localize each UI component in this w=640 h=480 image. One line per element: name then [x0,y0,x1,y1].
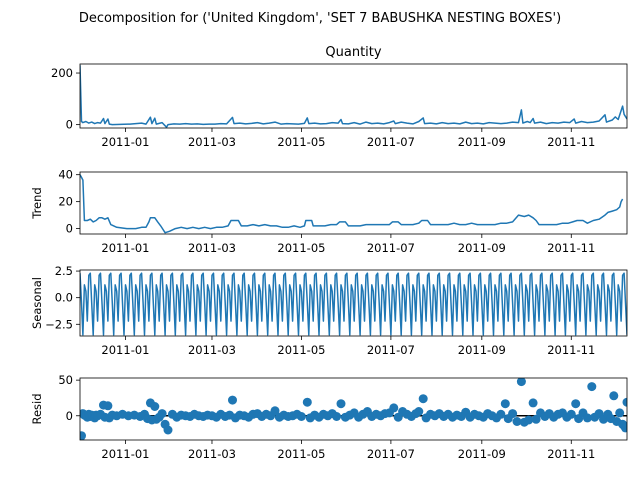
axes-frame [79,377,628,441]
resid-point-128 [571,399,581,409]
y-tick-label: 0 [66,222,73,236]
x-tick-label: 2011-11 [547,135,595,149]
plot-area [80,65,627,128]
resid-point-92 [418,394,428,404]
x-tick-label: 2011-05 [277,241,325,255]
x-tick-label: 2011-07 [367,135,415,149]
panel-observed: Quantity 0 200 2011-01 2011-03 2011-05 2011-07… [51,45,628,149]
x-tick-label: 2011-07 [367,343,415,357]
series-line-trend [80,174,624,234]
x-tick-label: 2011-11 [547,241,595,255]
resid-point-113 [508,409,518,419]
resid-point-65 [302,397,312,407]
x-tick-label: 2011-11 [547,343,595,357]
x-tick-label: 2011-03 [188,447,236,461]
plot-area [80,174,624,234]
x-tick-label: 2011-01 [101,447,149,461]
resid-point-117 [524,415,534,425]
x-tick-label: 2011-01 [101,343,149,357]
y-tick-label: 0 [66,118,73,132]
x-tick-label: 2011-09 [458,241,506,255]
resid-point-131 [582,413,592,423]
resid-point-144 [622,397,627,407]
x-tick-label: 2011-05 [277,135,325,149]
resid-point-138 [609,391,619,401]
plot-area [80,272,627,336]
series-line-observed [80,65,627,128]
resid-point-72 [332,412,342,421]
x-tick-label: 2011-07 [367,447,415,461]
x-tick-label: 2011-09 [458,447,506,461]
y-axis-label: Seasonal [30,277,44,329]
series-line-seasonal [80,272,627,336]
resid-point-115 [516,378,526,387]
y-tick-label: 200 [51,66,73,80]
y-tick-label: 50 [58,373,73,387]
panel-trend: Trend 0 20 40 2011-01 2011-03 2011-05 2011-07 20… [30,168,628,255]
resid-point-110 [496,409,506,419]
x-tick-label: 2011-01 [101,241,149,255]
resid-point-28 [150,402,160,411]
resid-point-140 [615,408,625,418]
resid-point-132 [587,382,597,392]
resid-point-58 [270,406,280,416]
panel-resid: Resid 0 50 2011-01 2011-03 2011-05 2011-07 2011… [30,373,628,461]
x-tick-label: 2011-05 [277,343,325,357]
plot-area [80,378,627,440]
axes-frame [79,63,628,129]
resid-point-85 [389,403,399,413]
resid-point-64 [296,412,306,421]
axes-frame [79,269,628,337]
resid-point-91 [414,407,424,416]
y-tick-label: 0.0 [55,291,73,305]
y-axis-label: Resid [30,393,44,424]
x-tick-label: 2011-09 [458,135,506,149]
y-tick-label: −2.5 [45,317,73,331]
resid-point-143 [621,423,627,433]
y-tick-label: 2.5 [55,264,73,278]
resid-point-114 [512,417,522,426]
x-tick-label: 2011-09 [458,343,506,357]
resid-point-111 [500,399,510,409]
y-tick-label: 40 [58,168,73,182]
y-tick-label: 20 [58,195,73,209]
y-axis-label: Trend [30,187,44,219]
panel-title: Quantity [325,45,381,60]
x-tick-label: 2011-03 [188,241,236,255]
x-tick-label: 2011-07 [367,241,415,255]
figure-suptitle: Decomposition for ('United Kingdom', 'SE… [79,11,561,26]
axes-frame [79,171,628,235]
x-tick-label: 2011-03 [188,343,236,357]
panel-seasonal: Seasonal −2.5 0.0 2.5 2011-01 2011-03 2011-05 2… [30,264,628,357]
x-tick-label: 2011-11 [547,447,595,461]
resid-point-31 [157,409,167,419]
resid-point-33 [163,425,173,435]
resid-point-73 [336,399,346,409]
resid-point-1 [80,431,86,440]
y-tick-label: 0 [66,409,73,423]
x-tick-label: 2011-05 [277,447,325,461]
resid-point-118 [528,398,538,408]
resid-point-16 [103,401,113,411]
resid-point-119 [531,414,541,424]
x-tick-label: 2011-03 [188,135,236,149]
x-tick-label: 2011-01 [101,135,149,149]
resid-point-127 [566,409,576,419]
resid-point-48 [228,395,237,405]
